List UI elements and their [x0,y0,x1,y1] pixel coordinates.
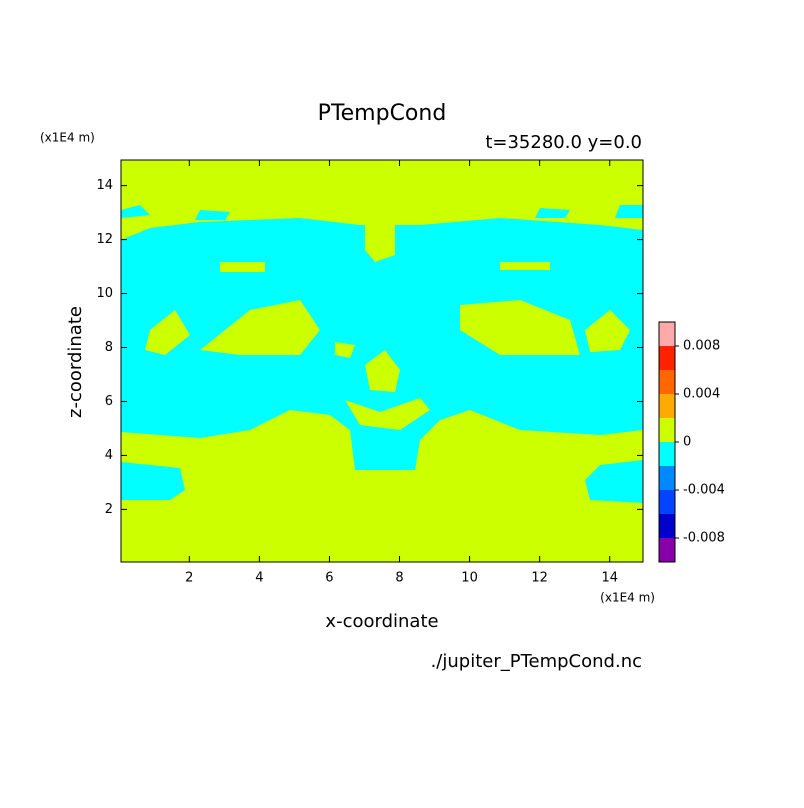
colorbar-tick-label: 0.008 [683,339,720,354]
colorbar-swatch [659,514,675,538]
colorbar-swatch [659,394,675,418]
x-tick-label: 10 [461,571,478,586]
colorbar-tick-label: 0.004 [683,387,720,402]
x-tick-label: 12 [531,571,548,586]
contour-region [200,300,320,355]
x-tick-label: 14 [601,571,618,586]
contour-region [585,310,630,352]
chart-subtitle: t=35280.0 y=0.0 [485,132,642,153]
plot-frame [120,159,644,563]
x-tick-label: 6 [325,571,333,586]
colorbar-swatch [659,442,675,466]
colorbar-swatch [659,490,675,514]
y-axis-label: z-coordinate [65,306,86,418]
source-label: ./jupiter_PTempCond.nc [431,651,642,672]
contour-region [460,300,580,355]
x-tick-label: 2 [185,571,193,586]
colorbar-swatch [659,538,675,562]
contour-region [195,210,230,220]
contour-region [335,342,355,358]
contour-region [121,205,150,218]
y-tick-label: 4 [105,448,113,463]
contour-region [535,208,570,218]
colorbar-tick-label: -0.008 [683,531,725,546]
x-tick-label: 4 [255,571,263,586]
contour-region [500,262,550,270]
contour-region [585,460,643,503]
y-tick-label: 6 [105,394,113,409]
y-unit: (x1E4 m) [40,131,95,145]
colorbar-swatch [659,466,675,490]
colorbar-swatch [659,370,675,394]
colorbar-tick-label: -0.004 [683,483,725,498]
y-tick-label: 12 [96,232,113,247]
colorbar-swatch [659,418,675,442]
colorbar-tick-label: 0 [683,435,691,450]
contour-region [121,462,185,500]
contour-region [145,310,190,355]
y-tick-label: 14 [96,178,113,193]
y-tick-label: 2 [105,502,113,517]
y-tick-label: 10 [96,286,113,301]
contour-region [121,218,643,470]
contour-region [220,262,265,272]
contour-region [365,225,395,262]
colorbar-swatch [659,322,675,346]
chart-title: PTempCond [318,101,447,126]
y-tick-label: 8 [105,340,113,355]
colorbar-swatch [659,346,675,370]
contour-region [365,350,400,392]
x-axis-label: x-coordinate [325,611,438,632]
contour-region [615,205,643,218]
contour-region [345,398,430,430]
x-tick-label: 8 [395,571,403,586]
x-unit: (x1E4 m) [600,591,655,605]
